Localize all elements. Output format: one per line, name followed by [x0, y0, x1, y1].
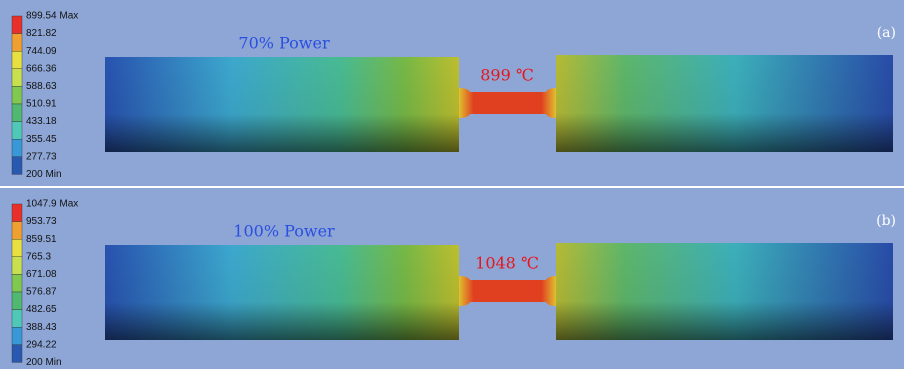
legend-label: 588.63 [26, 81, 57, 92]
power-label: 100% Power [233, 222, 335, 241]
panel-label: (b) [876, 213, 896, 229]
legend-swatch [12, 257, 22, 275]
shade-right [556, 55, 893, 152]
legend-swatch [12, 139, 22, 157]
panel: 1047.9 Max 953.73 859.51 765.3 671.08 576.87 4… [0, 188, 904, 369]
temperature-label: 1048 ℃ [475, 254, 539, 273]
legend-swatch [12, 292, 22, 310]
legend-swatch [12, 157, 22, 175]
panel-label: (a) [877, 25, 896, 41]
figure: 899.54 Max 821.82 744.09 666.36 588.63 510.91… [0, 0, 904, 369]
neck [459, 88, 556, 118]
legend-label: 200 Min [26, 357, 62, 368]
legend-label: 859.51 [26, 234, 57, 245]
legend-swatch [12, 122, 22, 140]
legend-swatch [12, 310, 22, 328]
legend-swatch [12, 239, 22, 257]
temperature-label: 899 ℃ [480, 66, 534, 85]
shade-left [105, 57, 459, 152]
legend-swatch [12, 104, 22, 122]
legend-label: 510.91 [26, 99, 57, 110]
legend-swatch [12, 274, 22, 292]
legend-label: 765.3 [26, 251, 51, 262]
panel: 899.54 Max 821.82 744.09 666.36 588.63 510.91… [0, 0, 904, 186]
legend-label: 277.73 [26, 151, 57, 162]
legend-label: 576.87 [26, 287, 57, 298]
shade-left [105, 245, 459, 340]
shade-right [556, 243, 893, 340]
legend-label: 899.54 Max [26, 11, 78, 22]
legend-swatch [12, 16, 22, 34]
legend-label: 433.18 [26, 116, 57, 127]
legend-swatch [12, 327, 22, 345]
legend-swatch [12, 69, 22, 87]
power-label: 70% Power [238, 34, 330, 53]
legend-label: 821.82 [26, 28, 57, 39]
legend-swatch [12, 86, 22, 104]
legend-label: 666.36 [26, 63, 57, 74]
legend-swatch [12, 34, 22, 52]
legend-label: 744.09 [26, 46, 57, 57]
legend-label: 1047.9 Max [26, 199, 78, 210]
legend-label: 482.65 [26, 304, 57, 315]
legend-label: 355.45 [26, 134, 57, 145]
legend-label: 388.43 [26, 322, 57, 333]
legend-swatch [12, 51, 22, 69]
legend-swatch [12, 345, 22, 363]
legend-swatch [12, 222, 22, 240]
legend-label: 671.08 [26, 269, 57, 280]
legend-label: 200 Min [26, 169, 62, 180]
legend-label: 953.73 [26, 216, 57, 227]
legend-label: 294.22 [26, 339, 57, 350]
legend-swatch [12, 204, 22, 222]
neck [459, 276, 556, 306]
